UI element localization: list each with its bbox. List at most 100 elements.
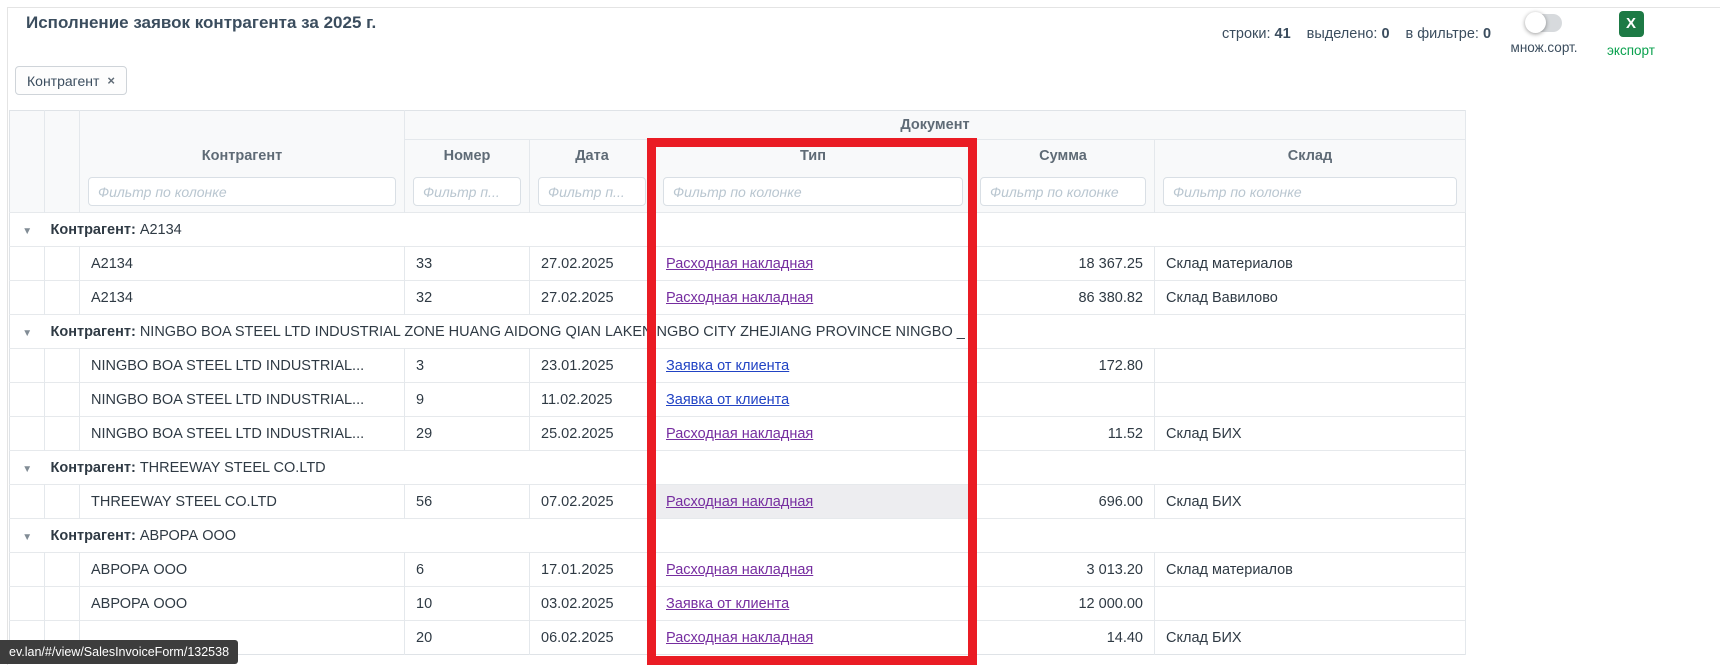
cell-type: Расходная накладная <box>654 280 972 315</box>
cell-type: Расходная накладная <box>654 484 972 519</box>
cell-number: 10 <box>404 586 530 621</box>
data-grid: Контрагент Документ Номер Дата Тип Сумма… <box>9 110 1466 655</box>
cell-date: 07.02.2025 <box>529 484 655 519</box>
stat-rows: строки: 41 <box>1222 26 1291 42</box>
cell-number: 9 <box>404 382 530 417</box>
cell-type: Расходная накладная <box>654 620 972 655</box>
filter-input-sum[interactable] <box>980 177 1146 207</box>
header-cell-sum[interactable]: Сумма <box>971 139 1155 172</box>
filter-input-type[interactable] <box>663 177 963 207</box>
cell-expand <box>9 348 45 383</box>
cell-number: 33 <box>404 246 530 281</box>
table-row[interactable]: A2134 33 27.02.2025 Расходная накладная 18 3… <box>9 246 1466 281</box>
document-link[interactable]: Расходная накладная <box>666 289 814 306</box>
filter-input-warehouse[interactable] <box>1163 177 1457 207</box>
table-row[interactable]: THREEWAY STEEL CO.LTD 56 07.02.2025 Расходн… <box>9 484 1466 519</box>
collapse-group-icon[interactable]: ▼ <box>22 225 33 237</box>
cell-date: 03.02.2025 <box>529 586 655 621</box>
table-stats: строки: 41 выделено: 0 в фильтре: 0 <box>1222 26 1491 42</box>
cell-expand <box>9 484 45 519</box>
group-row-arrow-cell: ▼ <box>9 450 45 485</box>
cell-sum: 3 013.20 <box>971 552 1155 587</box>
header-cell-type[interactable]: Тип <box>654 139 972 172</box>
stat-selected-value: 0 <box>1381 26 1390 42</box>
toggle-knob-icon <box>1525 12 1546 33</box>
cell-type: Заявка от клиента <box>654 382 972 417</box>
header-group-document: Документ <box>404 110 1466 140</box>
filter-cell-expand <box>9 171 45 213</box>
document-link[interactable]: Заявка от клиента <box>666 391 790 408</box>
cell-number: 29 <box>404 416 530 451</box>
cell-sum: 12 000.00 <box>971 586 1155 621</box>
chip-close-icon[interactable]: × <box>107 73 115 88</box>
cell-warehouse: Склад материалов <box>1154 552 1466 587</box>
document-link[interactable]: Расходная накладная <box>666 629 814 646</box>
cell-select <box>44 586 80 621</box>
filter-input-number[interactable] <box>413 177 521 207</box>
table-body: ▼ Контрагент: A2134 A2134 33 27.02.2025 Расхо… <box>9 212 1466 655</box>
collapse-group-icon[interactable]: ▼ <box>22 463 33 475</box>
cell-sum: 14.40 <box>971 620 1155 655</box>
header-cell-select <box>44 110 80 172</box>
group-row-arrow-cell: ▼ <box>9 212 45 247</box>
document-link[interactable]: Расходная накладная <box>666 493 814 510</box>
header-cell-expand <box>9 110 45 172</box>
table-row[interactable]: A2134 32 27.02.2025 Расходная накладная 86 3… <box>9 280 1466 315</box>
document-link[interactable]: Заявка от клиента <box>666 595 790 612</box>
cell-select <box>44 416 80 451</box>
cell-warehouse <box>1154 586 1466 621</box>
document-link[interactable]: Расходная накладная <box>666 561 814 578</box>
cell-date: 17.01.2025 <box>529 552 655 587</box>
document-link[interactable]: Заявка от клиента <box>666 357 790 374</box>
excel-export-icon[interactable]: X <box>1618 11 1644 37</box>
cell-sum: 18 367.25 <box>971 246 1155 281</box>
cell-sum: 172.80 <box>971 348 1155 383</box>
cell-sum <box>971 382 1155 417</box>
cell-warehouse: Склад БИХ <box>1154 620 1466 655</box>
group-row-label: Контрагент: THREEWAY STEEL CO.LTD <box>44 450 1466 485</box>
cell-expand <box>9 416 45 451</box>
cell-number: 6 <box>404 552 530 587</box>
cell-select <box>44 348 80 383</box>
cell-type: Заявка от клиента <box>654 348 972 383</box>
group-row[interactable]: ▼ Контрагент: THREEWAY STEEL CO.LTD <box>9 450 1466 485</box>
document-link[interactable]: Расходная накладная <box>666 255 814 272</box>
filter-chip-label: Контрагент <box>27 72 100 89</box>
filter-chip-contragent[interactable]: Контрагент × <box>15 66 127 95</box>
multisort-toggle[interactable] <box>1525 12 1562 33</box>
group-row[interactable]: ▼ Контрагент: A2134 <box>9 212 1466 247</box>
cell-expand <box>9 586 45 621</box>
table-row[interactable]: NINGBO BOA STEEL LTD INDUSTRIAL... 3 23.01… <box>9 348 1466 383</box>
group-row[interactable]: ▼ Контрагент: NINGBO BOA STEEL LTD INDUST… <box>9 314 1466 349</box>
stat-filtered-value: 0 <box>1482 26 1492 42</box>
cell-warehouse: Склад материалов <box>1154 246 1466 281</box>
cell-number: 3 <box>404 348 530 383</box>
table-row[interactable]: NINGBO BOA STEEL LTD INDUSTRIAL... 9 11.02… <box>9 382 1466 417</box>
table-row[interactable]: АВРОРА ООО 6 17.01.2025 Расходная накладная… <box>9 552 1466 587</box>
table-row[interactable]: АВРОРА ООО 10 03.02.2025 Заявка от клиента 1… <box>9 586 1466 621</box>
export-button[interactable]: X экспорт <box>1596 11 1666 58</box>
filter-input-date[interactable] <box>538 177 646 207</box>
group-row[interactable]: ▼ Контрагент: АВРОРА ООО <box>9 518 1466 553</box>
cell-sum: 86 380.82 <box>971 280 1155 315</box>
cell-number: 20 <box>404 620 530 655</box>
header-cell-warehouse[interactable]: Склад <box>1154 139 1466 172</box>
group-row-label: Контрагент: АВРОРА ООО <box>44 518 1466 553</box>
table-row[interactable]: NINGBO BOA STEEL LTD INDUSTRIAL... 29 25.0… <box>9 416 1466 451</box>
header-cell-contragent[interactable]: Контрагент <box>79 110 405 172</box>
collapse-group-icon[interactable]: ▼ <box>22 531 33 543</box>
header-cell-date[interactable]: Дата <box>529 139 655 172</box>
cell-contragent: АВРОРА ООО <box>79 552 405 587</box>
header-cell-number[interactable]: Номер <box>404 139 530 172</box>
cell-expand <box>9 552 45 587</box>
document-link[interactable]: Расходная накладная <box>666 425 814 442</box>
cell-type: Расходная накладная <box>654 246 972 281</box>
filter-input-contragent[interactable] <box>88 177 396 207</box>
collapse-group-icon[interactable]: ▼ <box>22 327 33 339</box>
cell-contragent: NINGBO BOA STEEL LTD INDUSTRIAL... <box>79 348 405 383</box>
status-url-tooltip: ev.lan/#/view/SalesInvoiceForm/132538 <box>0 640 239 664</box>
grid-header: Контрагент Документ Номер Дата Тип Сумма… <box>9 110 1466 213</box>
cell-date: 23.01.2025 <box>529 348 655 383</box>
cell-contragent: A2134 <box>79 246 405 281</box>
cell-contragent: THREEWAY STEEL CO.LTD <box>79 484 405 519</box>
